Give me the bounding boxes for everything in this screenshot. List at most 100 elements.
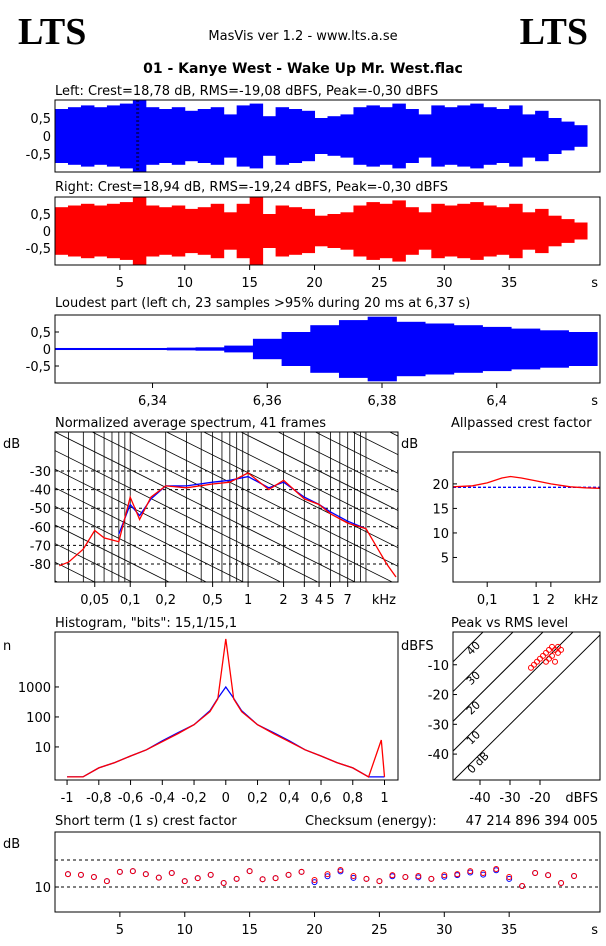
waveform-envelope xyxy=(184,110,199,162)
waveform-envelope xyxy=(327,116,341,156)
waveform-envelope xyxy=(109,347,139,351)
panel-title: Right: Crest=18,94 dB, RMS=-19,24 dBFS, … xyxy=(55,180,448,195)
waveform-envelope xyxy=(496,207,510,255)
point xyxy=(543,658,549,665)
point xyxy=(558,646,564,653)
y-axis-label: n xyxy=(3,639,11,654)
diagonal-line xyxy=(240,432,398,511)
waveform-envelope xyxy=(80,105,95,167)
waveform-envelope xyxy=(145,107,160,165)
diagonal-line xyxy=(55,506,208,582)
x-tick-label: 0,1 xyxy=(477,593,498,608)
point xyxy=(493,865,500,872)
x-tick-label: 15 xyxy=(241,923,258,938)
diagonal-line xyxy=(55,450,319,582)
panel-title: Peak vs RMS level xyxy=(451,616,568,631)
y-tick-label: -20 xyxy=(428,689,449,704)
x-tick-label: 0,8 xyxy=(342,791,363,806)
waveform-envelope xyxy=(301,110,316,162)
waveform-envelope xyxy=(522,212,536,250)
y-tick-label: -60 xyxy=(30,521,51,536)
plot-frame xyxy=(54,314,601,384)
x-axis-label: kHz xyxy=(574,593,598,608)
x-tick-label: 30 xyxy=(436,276,453,291)
waveform-envelope xyxy=(444,107,458,165)
point xyxy=(285,871,292,878)
y-tick-label: -40 xyxy=(428,748,449,763)
point xyxy=(415,872,422,879)
diagonal-line xyxy=(55,524,170,582)
series-line xyxy=(59,472,397,578)
point xyxy=(546,655,552,662)
y-tick-label: 15 xyxy=(432,502,449,517)
point xyxy=(103,878,110,885)
x-tick-label: 0,6 xyxy=(311,791,332,806)
point xyxy=(129,868,136,875)
waveform-envelope xyxy=(132,197,147,265)
waveform-envelope xyxy=(340,212,354,250)
y-axis-label: dB xyxy=(3,437,20,452)
diagonal-line xyxy=(55,468,282,582)
point xyxy=(272,875,279,882)
y-tick-label: 0 xyxy=(43,225,51,240)
point xyxy=(528,664,534,671)
x-tick-label: 35 xyxy=(501,923,518,938)
y-tick-label: 10 xyxy=(432,527,449,542)
y-tick-label: -30 xyxy=(30,465,51,480)
y-axis-label: dB xyxy=(401,437,418,452)
point xyxy=(506,875,513,882)
waveform-envelope xyxy=(425,323,455,375)
crest-line xyxy=(453,632,484,663)
waveform-envelope xyxy=(236,105,251,167)
diagonal-line xyxy=(314,432,398,474)
x-tick-label: -0,2 xyxy=(181,791,206,806)
waveform-envelope xyxy=(392,200,406,262)
y-tick-label: -70 xyxy=(30,539,51,554)
crest-line xyxy=(453,632,544,722)
waveform-envelope xyxy=(236,203,251,259)
x-tick-label: -20 xyxy=(529,791,550,806)
point xyxy=(194,875,201,882)
point xyxy=(537,655,543,662)
point xyxy=(555,643,561,650)
waveform-envelope xyxy=(548,215,562,247)
x-tick-label: 0,2 xyxy=(247,791,268,806)
waveform-envelope xyxy=(340,114,354,158)
point xyxy=(64,871,71,878)
point xyxy=(298,868,305,875)
x-tick-label: 6,38 xyxy=(368,394,397,409)
waveform-envelope xyxy=(418,212,432,250)
logo: LTS xyxy=(18,11,86,53)
x-tick-label: 20 xyxy=(306,923,323,938)
point xyxy=(441,872,448,879)
crest-line xyxy=(453,632,514,692)
point xyxy=(363,875,370,882)
x-tick-label: 1 xyxy=(244,593,252,608)
plot-frame xyxy=(452,451,601,583)
point xyxy=(555,649,561,656)
y-tick-label: 0 xyxy=(43,130,51,145)
waveform-envelope xyxy=(262,116,277,156)
x-tick-label: 0,2 xyxy=(155,593,176,608)
point xyxy=(549,643,555,650)
waveform-envelope xyxy=(224,345,254,353)
waveform-envelope xyxy=(166,347,197,351)
waveform-envelope xyxy=(353,205,367,257)
point xyxy=(116,868,123,875)
waveform-envelope xyxy=(379,203,393,259)
waveform-envelope xyxy=(171,205,186,257)
waveform-envelope xyxy=(288,109,303,163)
x-tick-label: 0 xyxy=(222,791,230,806)
checksum-label: Checksum (energy): xyxy=(305,814,437,829)
waveform-envelope xyxy=(483,107,497,165)
point xyxy=(480,869,487,876)
point xyxy=(220,879,227,886)
waveform-envelope xyxy=(561,121,575,151)
waveform-envelope xyxy=(496,109,510,163)
waveform-envelope xyxy=(511,328,541,370)
y-tick-label: -0,5 xyxy=(26,148,51,163)
waveform-envelope xyxy=(522,114,536,158)
x-tick-label: 5 xyxy=(116,276,124,291)
y-tick-label: -80 xyxy=(30,558,51,573)
x-axis-label: kHz xyxy=(372,593,396,608)
